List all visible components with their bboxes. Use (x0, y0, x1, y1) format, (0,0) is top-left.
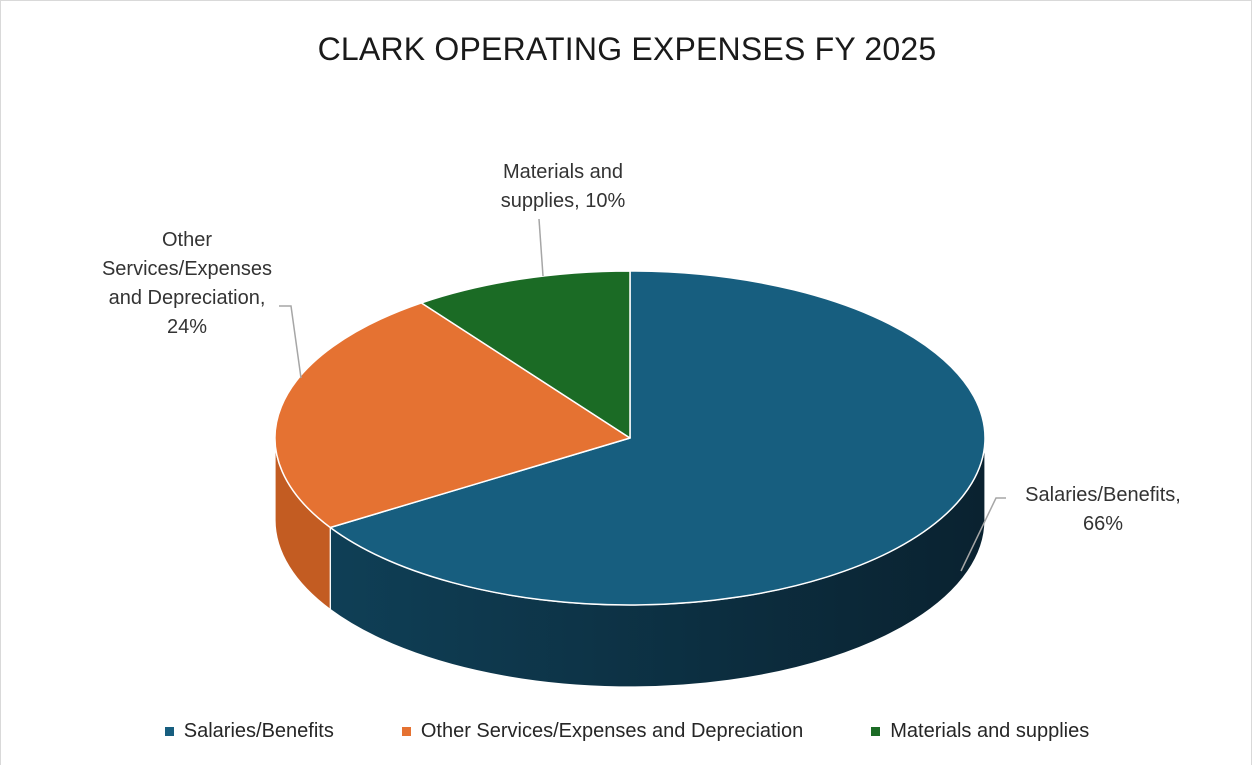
pie-slice-materials (420, 270, 631, 439)
leader-line-salaries (960, 497, 1006, 572)
pie-slice-salaries (329, 270, 986, 606)
data-label-line: 24% (167, 316, 207, 338)
legend-swatch-salaries (164, 727, 174, 736)
legend-item-materials: Materials and supplies (871, 720, 1089, 743)
data-label-line: Materials and (503, 161, 623, 183)
data-label-line: supplies, 10% (501, 190, 626, 212)
legend-label-materials: Materials and supplies (890, 720, 1090, 742)
data-label-line: 66% (1083, 513, 1123, 535)
leader-line-other-services (279, 305, 302, 379)
data-label-line: Salaries/Benefits, (1025, 484, 1181, 506)
data-label-materials: Materials and supplies, 10% (501, 161, 626, 212)
legend-item-other-services: Other Services/Expenses and Depreciation (401, 720, 804, 743)
data-label-salaries: Salaries/Benefits, 66% (1025, 484, 1181, 535)
pie-slice-other-services (274, 302, 631, 529)
legend: Salaries/Benefits Other Services/Expense… (1, 720, 1252, 743)
legend-swatch-materials (871, 727, 881, 736)
legend-swatch-other-services (401, 727, 411, 736)
data-label-line: Services/Expenses (102, 258, 272, 280)
chart-title: CLARK OPERATING EXPENSES FY 2025 (317, 31, 937, 67)
data-label-other-services: Other Services/Expenses and Depreciation, 2… (102, 229, 272, 338)
legend-item-salaries: Salaries/Benefits (164, 720, 334, 743)
leader-line-materials (538, 218, 544, 277)
legend-label-salaries: Salaries/Benefits (183, 720, 334, 742)
legend-label-other-services: Other Services/Expenses and Depreciation (420, 720, 804, 742)
data-label-line: Other (162, 229, 212, 251)
data-label-line: and Depreciation, (109, 287, 266, 309)
